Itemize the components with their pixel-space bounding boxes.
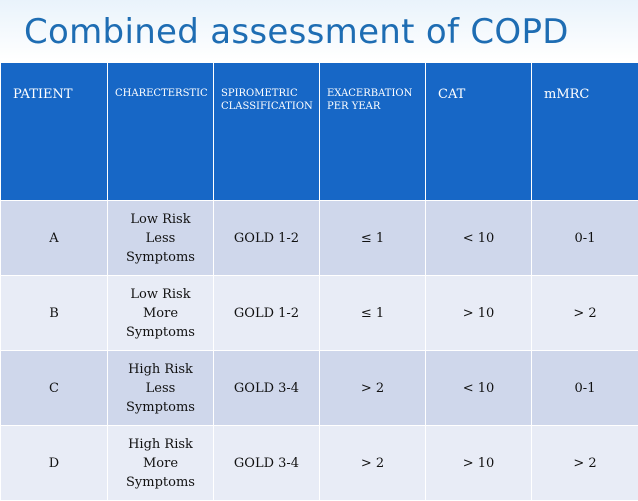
cell-patient: A	[1, 201, 108, 276]
slide-title: Combined assessment of COPD	[24, 10, 569, 54]
characteristic-symptoms: Symptoms	[112, 398, 209, 417]
cell-cat: < 10	[426, 201, 532, 276]
characteristic-risk: High Risk	[112, 360, 209, 379]
cell-patient: C	[1, 351, 108, 426]
characteristic-risk: Low Risk	[112, 285, 209, 304]
header-patient: PATIENT	[1, 63, 108, 201]
header-mmrc: mMRC	[532, 63, 638, 201]
cell-cat: > 10	[426, 276, 532, 351]
characteristic-symptoms: Symptoms	[112, 473, 209, 492]
cell-cat: < 10	[426, 351, 532, 426]
header-characteristic: CHARECTERSTIC	[108, 63, 214, 201]
characteristic-level: More	[112, 454, 209, 473]
table-row: C High Risk Less Symptoms GOLD 3-4 > 2 <…	[1, 351, 638, 426]
cell-exacerbation: > 2	[320, 351, 426, 426]
characteristic-level: More	[112, 304, 209, 323]
cell-mmrc: > 2	[532, 276, 638, 351]
cell-characteristic: High Risk More Symptoms	[108, 426, 214, 501]
cell-characteristic: Low Risk Less Symptoms	[108, 201, 214, 276]
cell-exacerbation: ≤ 1	[320, 201, 426, 276]
cell-spirometric: GOLD 3-4	[214, 426, 320, 501]
cell-spirometric: GOLD 1-2	[214, 201, 320, 276]
cell-mmrc: > 2	[532, 426, 638, 501]
characteristic-symptoms: Symptoms	[112, 248, 209, 267]
cell-patient: D	[1, 426, 108, 501]
characteristic-level: Less	[112, 379, 209, 398]
header-row: PATIENT CHARECTERSTIC SPIROMETRIC CLASSI…	[1, 63, 638, 201]
cell-exacerbation: > 2	[320, 426, 426, 501]
cell-mmrc: 0-1	[532, 351, 638, 426]
cell-characteristic: Low Risk More Symptoms	[108, 276, 214, 351]
characteristic-risk: Low Risk	[112, 210, 209, 229]
table-row: D High Risk More Symptoms GOLD 3-4 > 2 >…	[1, 426, 638, 501]
characteristic-risk: High Risk	[112, 435, 209, 454]
table-row: B Low Risk More Symptoms GOLD 1-2 ≤ 1 > …	[1, 276, 638, 351]
cell-spirometric: GOLD 3-4	[214, 351, 320, 426]
copd-assessment-table: PATIENT CHARECTERSTIC SPIROMETRIC CLASSI…	[0, 62, 638, 501]
characteristic-symptoms: Symptoms	[112, 323, 209, 342]
cell-mmrc: 0-1	[532, 201, 638, 276]
cell-characteristic: High Risk Less Symptoms	[108, 351, 214, 426]
cell-exacerbation: ≤ 1	[320, 276, 426, 351]
header-cat: CAT	[426, 63, 532, 201]
header-spirometric-classification: SPIROMETRIC CLASSIFICATION	[214, 63, 320, 201]
header-exacerbation-per-year: EXACERBATION PER YEAR	[320, 63, 426, 201]
table-row: A Low Risk Less Symptoms GOLD 1-2 ≤ 1 < …	[1, 201, 638, 276]
cell-cat: > 10	[426, 426, 532, 501]
cell-spirometric: GOLD 1-2	[214, 276, 320, 351]
characteristic-level: Less	[112, 229, 209, 248]
cell-patient: B	[1, 276, 108, 351]
